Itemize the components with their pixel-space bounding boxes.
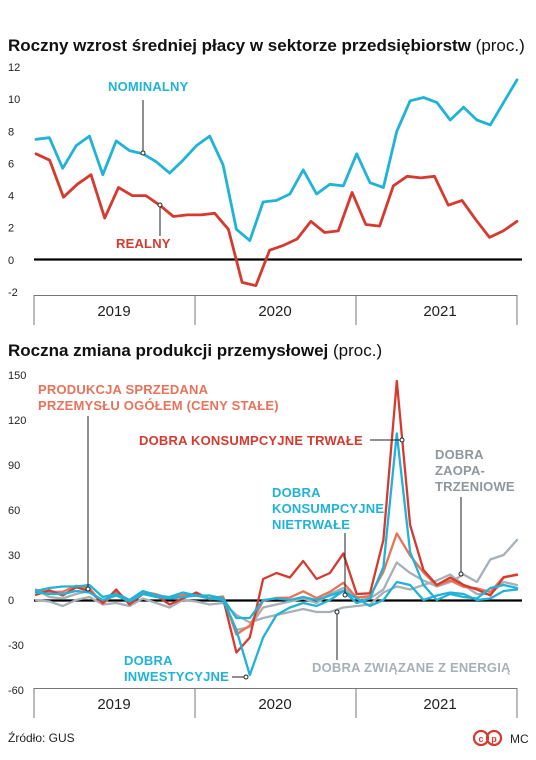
chart2-y-tick: 90 <box>8 460 20 472</box>
chart1-y-tick: 6 <box>8 158 14 170</box>
label-zaopatrzeniowe-line3: TRZENIOWE <box>435 479 515 494</box>
svg-text:p: p <box>491 734 497 744</box>
chart2-y-tick: -60 <box>8 685 24 697</box>
chart2-year-2021: 2021 <box>423 696 456 713</box>
label-nietrwale-line2: KONSUMPCYJNE <box>272 501 384 516</box>
chart2-y-tick: -30 <box>8 640 24 652</box>
nietrwale-leader-dot <box>342 592 348 598</box>
chart2-year-2019: 2019 <box>97 696 130 713</box>
produkcja-leader-dot <box>85 586 91 592</box>
label-inwestycyjne-line1: DOBRA <box>124 653 173 668</box>
label-produkcja-line1: PRODUKCJA SPRZEDANA <box>38 382 209 397</box>
chart2-x-axis: 2019 2020 2021 <box>33 688 518 718</box>
chart2-y-tick: 120 <box>8 415 26 427</box>
zaopatrzeniowe-leader-dot <box>458 571 464 577</box>
chart1-title: Roczny wzrost średniej płacy w sektorze … <box>8 36 525 55</box>
label-trwale: DOBRA KONSUMPCYJNE TRWAŁE <box>139 433 363 448</box>
series-line-nominalny <box>34 78 519 243</box>
label-nietrwale-line1: DOBRA <box>272 485 321 500</box>
nominalny-leader-dot <box>140 150 146 156</box>
chart2-y-tick: 60 <box>8 505 20 517</box>
chart1-y-tick: 8 <box>8 126 14 138</box>
realny-leader-dot <box>157 202 163 208</box>
source-note: Źródło: GUS <box>8 730 75 745</box>
series-line-realny <box>34 152 519 288</box>
label-zaopatrzeniowe-line1: DOBRA <box>435 447 484 462</box>
chart1-year-2021: 2021 <box>423 303 456 320</box>
label-nietrwale-line3: NIETRWAŁE <box>272 517 350 532</box>
label-energia: DOBRA ZWIĄZANE Z ENERGIĄ <box>312 660 511 675</box>
svg-text:c: c <box>478 734 483 744</box>
chart1-y-tick: 4 <box>8 191 14 203</box>
label-realny: REALNY <box>116 236 171 251</box>
trwale-leader-dot <box>399 437 405 443</box>
chart1-year-2020: 2020 <box>258 303 291 320</box>
chart1-y-tick: -2 <box>8 287 18 299</box>
chart1-y-tick: 12 <box>8 62 20 74</box>
publisher-logo: c p <box>472 729 503 747</box>
chart1-year-2019: 2019 <box>97 303 130 320</box>
chart2-y-tick: 150 <box>8 370 26 382</box>
energia-leader-dot <box>334 609 340 615</box>
chart2-y-axis: 150 120 90 60 30 0 -30 -60 <box>8 370 26 697</box>
chart2-y-tick: 0 <box>8 595 14 607</box>
label-zaopatrzeniowe-line2: ZAOPA- <box>435 463 485 478</box>
label-inwestycyjne-line2: INWESTYCYJNE <box>124 669 229 684</box>
chart2-y-tick: 30 <box>8 550 20 562</box>
chart2-title: Roczna zmiana produkcji przemysłowej (pr… <box>8 341 382 360</box>
chart2-series <box>34 379 519 677</box>
series-line-dobra-inwestycyjne <box>34 580 519 677</box>
chart1-y-tick: 10 <box>8 94 20 106</box>
chart1-series <box>34 78 519 288</box>
series-line-dobra-konsumpcyjne-trwałe <box>34 379 519 654</box>
chart2-year-2020: 2020 <box>258 696 291 713</box>
label-produkcja-line2: PRZEMYSŁU OGÓŁEM (CENY STAŁE) <box>38 398 279 413</box>
series-line-dobra-konsumpcyjne-nietrwałe <box>34 432 519 620</box>
label-nominalny: NOMINALNY <box>108 79 189 94</box>
inwestycyjne-leader-dot <box>243 674 249 680</box>
chart1-y-tick: 2 <box>8 223 14 235</box>
author-initials: MC <box>510 732 529 746</box>
chart1-x-axis: 2019 2020 2021 <box>33 295 518 325</box>
chart1-y-tick: 0 <box>8 255 14 267</box>
chart1-y-axis: 12 10 8 6 4 2 0 -2 <box>8 62 20 299</box>
